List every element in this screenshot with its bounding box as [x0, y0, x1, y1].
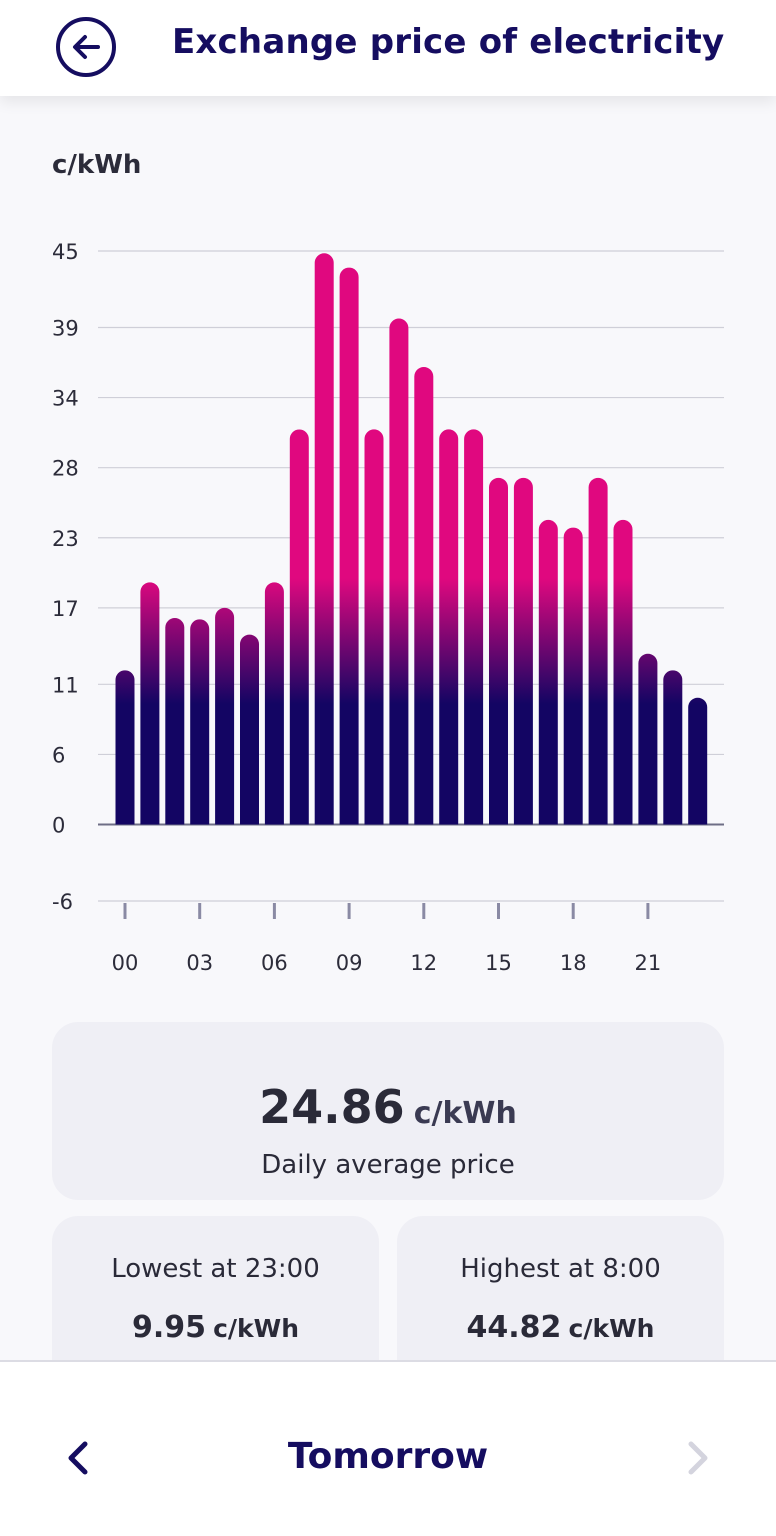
highest-price-caption: Highest at 8:00: [460, 1254, 661, 1284]
lowest-price-value: 9.95: [131, 1310, 206, 1345]
highest-price-value: 44.82: [466, 1310, 562, 1345]
daily-average-unit: c/kWh: [413, 1096, 517, 1131]
chevron-right-icon: [688, 1441, 708, 1475]
highest-price-unit: c/kWh: [568, 1314, 655, 1343]
price-bar-hour-14[interactable]: [464, 429, 484, 825]
price-bar-hour-7[interactable]: [289, 429, 309, 825]
x-tick-label: 00: [112, 951, 139, 975]
lowest-price-unit: c/kWh: [213, 1314, 300, 1343]
lowest-price-caption: Lowest at 23:00: [111, 1254, 320, 1284]
price-bar-hour-9[interactable]: [339, 267, 359, 825]
y-tick-label: 28: [52, 457, 79, 481]
price-bar-hour-3[interactable]: [190, 619, 210, 825]
price-bar-hour-2[interactable]: [165, 618, 185, 825]
y-tick-label: 11: [52, 673, 79, 697]
x-tick-label: 15: [485, 951, 512, 975]
price-bar-hour-5[interactable]: [240, 634, 259, 825]
highest-price-value-row: 44.82 c/kWh: [397, 1310, 724, 1345]
price-bar-hour-22[interactable]: [663, 670, 683, 825]
price-bar-hour-20[interactable]: [613, 519, 633, 825]
highest-price-card: Highest at 8:00 44.82 c/kWh: [397, 1216, 724, 1386]
lowest-price-value-row: 9.95 c/kWh: [52, 1310, 379, 1345]
x-tick-label: 09: [336, 951, 363, 975]
price-bar-hour-4[interactable]: [215, 607, 235, 825]
arrow-left-circle-icon: [73, 35, 100, 59]
price-bar-hour-6[interactable]: [264, 582, 284, 825]
price-bar-hour-18[interactable]: [563, 527, 583, 825]
next-day-button: [676, 1428, 720, 1488]
x-tick-label: 03: [186, 951, 213, 975]
y-tick-label: 39: [52, 316, 79, 340]
page-title: Exchange price of electricity: [172, 22, 725, 62]
price-bar-hour-16[interactable]: [513, 477, 533, 825]
header-bar: Exchange price of electricity: [0, 0, 776, 96]
price-bar-hour-15[interactable]: [489, 477, 508, 825]
y-axis-unit-label: c/kWh: [52, 150, 142, 180]
back-button[interactable]: [56, 17, 116, 77]
daily-average-caption: Daily average price: [261, 1150, 515, 1180]
price-bar-hour-10[interactable]: [364, 429, 384, 825]
y-tick-label: 23: [52, 527, 79, 551]
price-bar-hour-8[interactable]: [314, 253, 334, 825]
price-bar-hour-12[interactable]: [414, 366, 434, 825]
x-tick-label: 12: [410, 951, 437, 975]
y-tick-label: 0: [52, 814, 65, 838]
previous-day-button[interactable]: [56, 1428, 100, 1488]
price-bar-hour-17[interactable]: [538, 519, 558, 825]
price-bar-hour-23[interactable]: [688, 697, 708, 825]
price-bar-hour-1[interactable]: [140, 582, 160, 825]
price-bar-hour-11[interactable]: [389, 318, 409, 825]
x-tick-label: 18: [560, 951, 587, 975]
daily-average-value: 24.86: [259, 1080, 405, 1134]
day-navigation-bar: Tomorrow: [0, 1360, 776, 1536]
y-tick-label: -6: [52, 890, 73, 914]
price-bar-hour-19[interactable]: [588, 477, 608, 825]
y-tick-label: 34: [52, 387, 79, 411]
price-bar-hour-0[interactable]: [115, 670, 135, 825]
x-tick-label: 06: [261, 951, 288, 975]
y-tick-label: 45: [52, 240, 79, 264]
daily-average-card: 24.86 c/kWh Daily average price: [52, 1022, 724, 1200]
price-bar-hour-21[interactable]: [638, 653, 658, 825]
x-tick-label: 21: [635, 951, 662, 975]
chevron-left-icon: [68, 1441, 88, 1475]
selected-day-label: Tomorrow: [287, 1436, 489, 1477]
lowest-price-card: Lowest at 23:00 9.95 c/kWh: [52, 1216, 379, 1386]
y-tick-label: 17: [52, 597, 79, 621]
price-bar-hour-13[interactable]: [439, 429, 459, 825]
y-tick-label: 6: [52, 743, 65, 767]
daily-average-value-row: 24.86 c/kWh: [52, 1080, 724, 1134]
price-bar-chart: 45 39 34 28 23 17 11 6 0 -6 00 03 06 09 12 15 18 21: [52, 240, 724, 975]
